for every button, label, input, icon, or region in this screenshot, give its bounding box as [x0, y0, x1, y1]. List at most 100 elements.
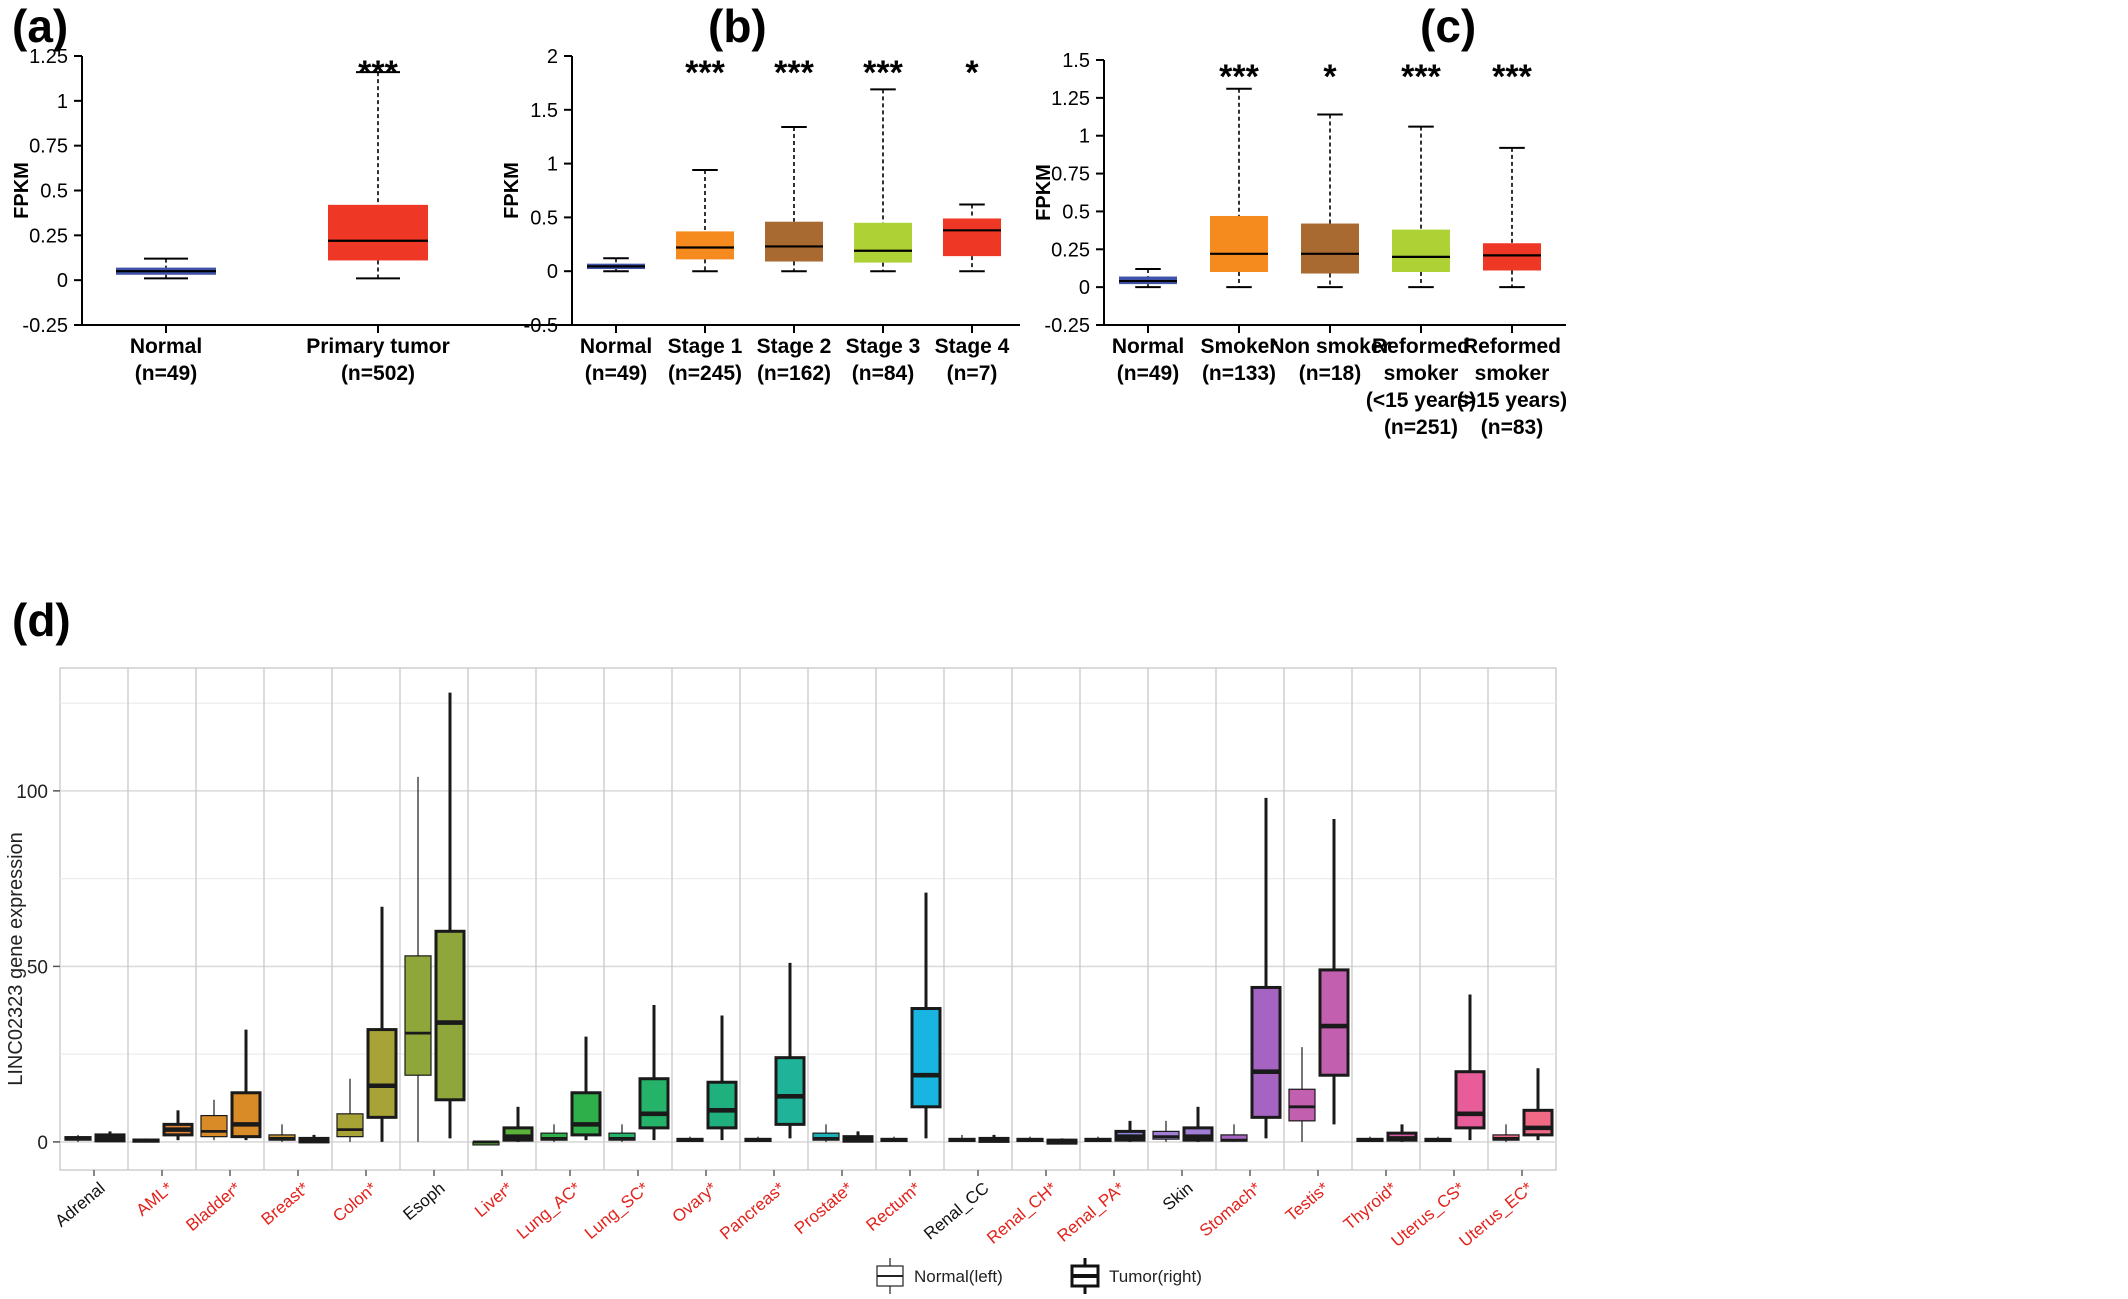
tumor-box — [570, 1036, 602, 1141]
normal-box — [1220, 1124, 1248, 1142]
tumor-box — [1522, 1068, 1554, 1141]
significance-marker: *** — [1492, 58, 1532, 96]
y-tick-label: 0 — [57, 270, 68, 292]
category-label: Renal_PA* — [1054, 1178, 1129, 1245]
normal-box — [1424, 1136, 1452, 1143]
normal-box — [404, 776, 432, 1142]
category-label: Stage 1 — [668, 335, 743, 358]
legend-normal-label: Normal(left) — [914, 1267, 1003, 1286]
panel-b-boxplot: -0.5 0 0.5 1 1.5 2 FPKM Normal (n=49) Stage 1 (n=2… — [501, 46, 1020, 385]
normal-box — [336, 1078, 364, 1142]
category-label: Stomach* — [1196, 1178, 1265, 1240]
y-tick-label: 1 — [57, 91, 68, 113]
tumor-box — [1046, 1138, 1078, 1145]
box-body — [336, 1113, 364, 1138]
category-label: Normal — [1112, 335, 1184, 358]
panel-a-boxplot: -0.25 0 0.25 0.5 0.75 1 1.25 FPKM Normal (n=49) Pr… — [11, 46, 660, 385]
normal-box — [132, 1138, 160, 1143]
category-label: AML* — [133, 1178, 177, 1220]
normal-box — [540, 1124, 568, 1142]
normal-box — [1492, 1124, 1520, 1142]
tumor-box — [434, 692, 466, 1139]
significance-marker: *** — [685, 54, 725, 92]
box-4 — [854, 88, 912, 273]
y-tick-label: 0.5 — [1062, 201, 1090, 223]
normal-box — [64, 1134, 92, 1142]
box-5 — [1483, 146, 1541, 289]
y-tick-label: -0.25 — [22, 315, 68, 337]
y-tick-label: -0.25 — [1044, 315, 1090, 337]
y-tick-label: -0.5 — [524, 315, 558, 337]
category-label: (n=133) — [1202, 362, 1276, 385]
tumor-box — [1182, 1106, 1214, 1142]
y-tick-label: 0 — [1079, 277, 1090, 299]
y-axis-label: FPKM — [11, 162, 33, 219]
category-label: Bladder* — [182, 1178, 244, 1235]
box-body — [774, 1056, 806, 1126]
y-tick-label: 0.5 — [530, 207, 558, 229]
significance-marker: * — [965, 54, 979, 92]
category-label: Reformed — [1463, 335, 1561, 358]
box-body — [1301, 223, 1359, 274]
box-body — [1288, 1088, 1316, 1122]
category-label: (n=49) — [585, 362, 647, 385]
box-1 — [116, 257, 216, 280]
box-body — [570, 1091, 602, 1137]
y-tick-label: 0 — [547, 261, 558, 283]
normal-box — [880, 1136, 908, 1143]
y-tick-label: 1 — [1079, 126, 1090, 148]
category-prostate — [812, 1124, 874, 1143]
panel-label-b: (b) — [708, 0, 767, 52]
panel-label-a: (a) — [12, 0, 68, 52]
tumor-box — [706, 1015, 738, 1141]
box-body — [404, 955, 432, 1076]
category-uterus-cs — [1424, 994, 1486, 1143]
tumor-box — [94, 1131, 126, 1143]
category-label: Breast* — [258, 1178, 313, 1229]
category-label: (n=251) — [1384, 416, 1458, 439]
tumor-box — [638, 1005, 670, 1141]
category-label: Uterus_EC* — [1456, 1178, 1537, 1250]
box-body — [328, 204, 428, 261]
normal-box — [608, 1124, 636, 1142]
category-label: Ovary* — [669, 1178, 721, 1226]
category-label: (n=49) — [135, 362, 197, 385]
y-tick-label: 0.25 — [1051, 239, 1090, 261]
panel-d-boxplot: 0 50 100 LINC02323 gene expression Adrenal AM… — [5, 667, 1557, 1294]
normal-box — [812, 1124, 840, 1142]
category-lung-ac — [540, 1036, 602, 1142]
normal-box — [1152, 1120, 1180, 1142]
y-tick-label: 1.5 — [1062, 50, 1090, 72]
y-tick-label: 1.25 — [1051, 88, 1090, 110]
category-uterus-ec — [1492, 1068, 1554, 1142]
tumor-box — [1250, 797, 1282, 1139]
box-2 — [676, 169, 734, 273]
significance-marker: *** — [863, 54, 903, 92]
category-label: Stage 3 — [846, 335, 921, 358]
box-3 — [1301, 113, 1359, 289]
tumor-box — [1386, 1124, 1418, 1142]
category-label: Reformed — [1372, 335, 1470, 358]
category-label: Adrenal — [51, 1179, 108, 1231]
normal-box — [676, 1136, 704, 1143]
category-label: (>15 years) — [1457, 389, 1567, 412]
legend: Normal(left) Tumor(right) — [876, 1258, 1202, 1294]
box-body — [854, 222, 912, 263]
box-body — [706, 1080, 738, 1130]
y-tick-label: 1.5 — [530, 100, 558, 122]
category-label: (n=49) — [1117, 362, 1179, 385]
category-label: Liver* — [471, 1178, 517, 1221]
category-label: Lung_SC* — [581, 1178, 653, 1243]
category-label: Stage 4 — [935, 335, 1010, 358]
category-pancreas — [744, 962, 806, 1143]
category-aml — [132, 1110, 194, 1143]
category-label: Renal_CH* — [983, 1178, 1061, 1247]
normal-box — [744, 1136, 772, 1143]
box-body — [1454, 1070, 1486, 1130]
box-1 — [587, 257, 645, 273]
box-body — [676, 231, 734, 260]
tumor-box — [978, 1134, 1010, 1143]
tumor-box — [1318, 818, 1350, 1125]
box-body — [1152, 1130, 1180, 1140]
category-testis — [1288, 818, 1350, 1142]
